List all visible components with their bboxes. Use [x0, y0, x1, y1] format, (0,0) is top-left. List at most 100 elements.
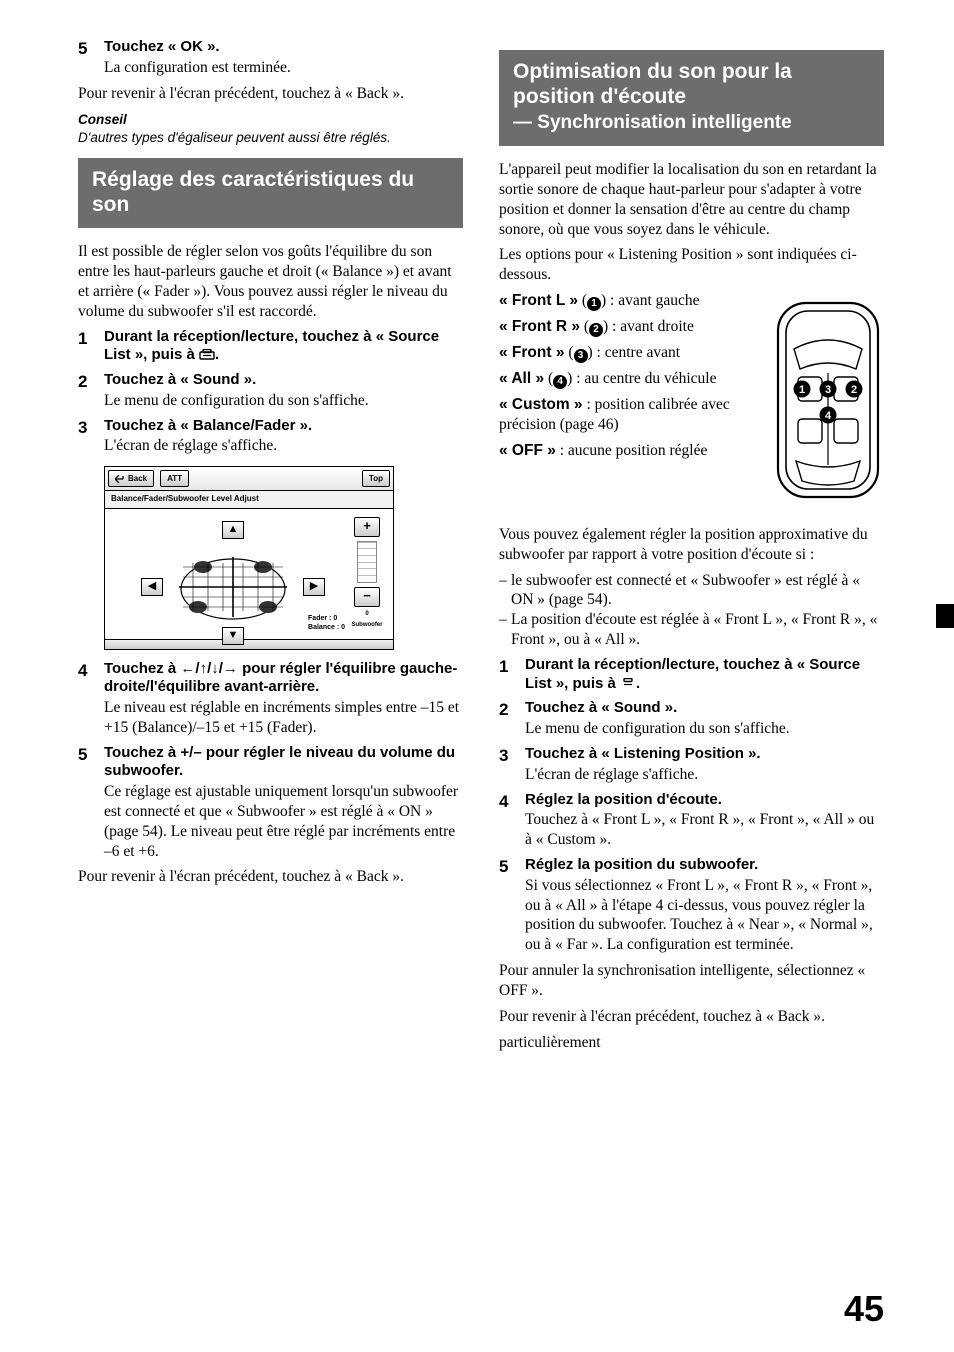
step-heading: Touchez à « Sound ». — [525, 699, 884, 718]
step-head-text: Durant la réception/lecture, touchez à «… — [104, 328, 439, 364]
section-sound-characteristics: Réglage des caractéristiques du son — [78, 158, 463, 228]
section-listening-position: Optimisation du son pour la position d'é… — [499, 50, 884, 146]
arrow-left-button[interactable]: ◀ — [141, 578, 163, 596]
circled-1-icon: 1 — [587, 297, 601, 311]
step-heading: Réglez la position du subwoofer. — [525, 856, 884, 875]
step-text: L'écran de réglage s'affiche. — [104, 436, 463, 456]
tip-body: D'autres types d'égaliseur peuvent aussi… — [78, 129, 463, 146]
tip-heading: Conseil — [78, 111, 463, 128]
step-heading: Durant la réception/lecture, touchez à «… — [525, 656, 884, 694]
step-number: 2 — [78, 371, 104, 411]
svg-text:2: 2 — [851, 384, 857, 396]
step-number: 4 — [499, 791, 525, 850]
back-paragraph-2: Pour revenir à l'écran précédent, touche… — [78, 867, 463, 887]
r-step-1: 1 Durant la réception/lecture, touchez à… — [499, 656, 884, 694]
step-5-sub: 5 Touchez à +/– pour régler le niveau du… — [78, 744, 463, 862]
step-number: 4 — [78, 660, 104, 738]
step-number: 3 — [499, 745, 525, 785]
pos-desc: : centre avant — [593, 344, 680, 361]
step-heading: Touchez à +/– pour régler le niveau du v… — [104, 744, 463, 782]
fader-balance-readout: Fader : 0 Balance : 0 — [308, 614, 345, 632]
condition-2: –La position d'écoute est réglée à « Fro… — [499, 610, 884, 650]
step-text: Le niveau est réglable en incréments sim… — [104, 698, 463, 738]
screenshot-body: ▲ ▼ ◀ ▶ + − 0 Subwoofer Fader : 0 Balanc… — [105, 509, 393, 639]
car-diagram: 1 2 3 4 — [772, 295, 884, 511]
step-heading: Réglez la position d'écoute. — [525, 791, 884, 810]
condition-text: le subwoofer est connecté et « Subwoofer… — [511, 571, 884, 611]
condition-text: La position d'écoute est réglée à « Fron… — [511, 610, 884, 650]
page-number: 45 — [844, 1288, 884, 1330]
step-number: 2 — [499, 699, 525, 739]
back-label: Back — [128, 474, 147, 484]
pos-label: « Custom » — [499, 396, 583, 413]
step-heading: Durant la réception/lecture, touchez à «… — [104, 328, 463, 366]
step-text: Ce réglage est ajustable uniquement lors… — [104, 782, 463, 861]
circled-3-icon: 3 — [574, 349, 588, 363]
left-column: 5 Touchez « OK ». La configuration est t… — [78, 32, 463, 1052]
balance-fader-grid: ▲ ▼ ◀ ▶ — [143, 527, 323, 623]
pos-label: « Front L » — [499, 292, 578, 309]
section-intro-r2: Les options pour « Listening Position » … — [499, 245, 884, 285]
step-number: 1 — [499, 656, 525, 694]
step-number: 1 — [78, 328, 104, 366]
arrow-right-button[interactable]: ▶ — [303, 578, 325, 596]
back-arrow-icon — [115, 475, 125, 483]
step-2: 2 Touchez à « Sound ». Le menu de config… — [78, 371, 463, 411]
pos-desc: : avant droite — [608, 318, 694, 335]
settings-icon — [620, 678, 636, 690]
screenshot-title: Balance/Fader/Subwoofer Level Adjust — [105, 491, 393, 508]
step-text: Si vous sélectionnez « Front L », « Fron… — [525, 876, 884, 955]
top-button[interactable]: Top — [362, 470, 390, 487]
arrow-down-button[interactable]: ▼ — [222, 627, 244, 645]
outro-1: Pour annuler la synchronisation intellig… — [499, 961, 884, 1001]
step-head-tail: . — [215, 346, 219, 363]
pos-label: « Front R » — [499, 318, 580, 335]
circled-2-icon: 2 — [589, 323, 603, 337]
step-heading: Touchez à ←/↑/↓/→ pour régler l'équilibr… — [104, 660, 463, 698]
minus-button[interactable]: − — [354, 587, 380, 607]
step-text: Touchez à « Front L », « Front R », « Fr… — [525, 810, 884, 850]
back-button[interactable]: Back — [108, 470, 154, 487]
plus-button[interactable]: + — [354, 517, 380, 537]
r-step-3: 3 Touchez à « Listening Position ». L'éc… — [499, 745, 884, 785]
step-5-ok: 5 Touchez « OK ». La configuration est t… — [78, 38, 463, 78]
page-edge-tab — [936, 604, 954, 628]
pos-desc: : avant gauche — [606, 292, 699, 309]
step-text: La configuration est terminée. — [104, 58, 463, 78]
section-title-line2: — Synchronisation intelligente — [513, 112, 792, 133]
balance-fader-screenshot: Back ATT Top Balance/Fader/Subwoofer Lev… — [104, 466, 394, 649]
r-step-2: 2 Touchez à « Sound ». Le menu de config… — [499, 699, 884, 739]
subwoofer-intro: Vous pouvez également régler la position… — [499, 525, 884, 565]
svg-text:1: 1 — [799, 384, 805, 396]
r-step-4: 4 Réglez la position d'écoute. Touchez à… — [499, 791, 884, 850]
step-heading: Touchez « OK ». — [104, 38, 463, 57]
section-intro: Il est possible de régler selon vos goût… — [78, 242, 463, 321]
r-step-5: 5 Réglez la position du subwoofer. Si vo… — [499, 856, 884, 955]
step-heading: Touchez à « Listening Position ». — [525, 745, 884, 764]
step-3: 3 Touchez à « Balance/Fader ». L'écran d… — [78, 417, 463, 457]
step-head-tail: . — [636, 675, 640, 692]
subwoofer-meter — [357, 541, 377, 583]
pos-desc: : aucune position réglée — [556, 442, 708, 459]
section-intro-r: L'appareil peut modifier la localisation… — [499, 160, 884, 239]
arrow-up-button[interactable]: ▲ — [222, 521, 244, 539]
svg-text:4: 4 — [825, 410, 832, 422]
step-1: 1 Durant la réception/lecture, touchez à… — [78, 328, 463, 366]
step-number: 5 — [499, 856, 525, 955]
circled-4-icon: 4 — [553, 375, 567, 389]
step-number: 5 — [78, 38, 104, 78]
att-button[interactable]: ATT — [160, 470, 189, 487]
step-4: 4 Touchez à ←/↑/↓/→ pour régler l'équili… — [78, 660, 463, 738]
step-text: Le menu de configuration du son s'affich… — [104, 391, 463, 411]
step-text: Le menu de configuration du son s'affich… — [525, 719, 884, 739]
step-number: 5 — [78, 744, 104, 862]
balance-value: Balance : 0 — [308, 623, 345, 632]
pos-desc: : au centre du véhicule — [572, 370, 716, 387]
step-heading: Touchez à « Balance/Fader ». — [104, 417, 463, 436]
outro-2: Pour revenir à l'écran précédent, touche… — [499, 1007, 884, 1027]
subwoofer-controls: + − 0 Subwoofer — [349, 517, 385, 633]
step-head-pre: Touchez à — [104, 660, 180, 677]
section-title-line1: Optimisation du son pour la position d'é… — [513, 60, 792, 108]
condition-1: –le subwoofer est connecté et « Subwoofe… — [499, 571, 884, 611]
right-column: Optimisation du son pour la position d'é… — [499, 32, 884, 1052]
